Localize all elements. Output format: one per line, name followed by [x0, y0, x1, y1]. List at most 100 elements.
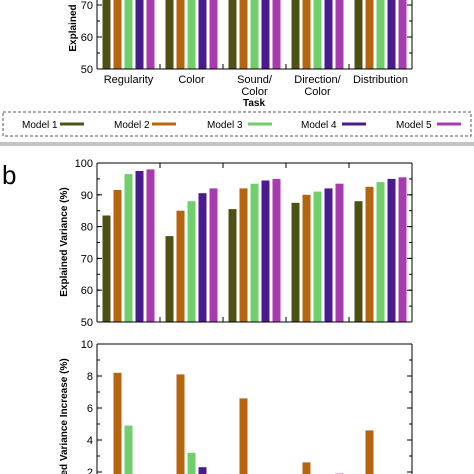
- bar-model-2-regularity: [113, 372, 122, 474]
- bar-model-2-sound-color: [239, 188, 248, 322]
- bar-model-3-distribution: [376, 0, 385, 69]
- panel-b-top-chart: 50 60 70 80 90 100 Explained Variance (%): [59, 158, 413, 329]
- bar-model-1-regularity: [102, 215, 111, 322]
- bar-model-2-regularity: [113, 0, 122, 69]
- panel-b-bottom-y-axis-title: ned Variance Increase (%): [59, 358, 70, 474]
- y-tick-label: 100: [75, 158, 93, 170]
- y-tick-label: 8: [87, 371, 93, 383]
- y-tick-label: 60: [81, 32, 93, 44]
- y-tick-label: 50: [81, 317, 93, 329]
- y-tick-label: 70: [81, 0, 93, 12]
- bar-model-4-regularity: [135, 0, 144, 69]
- bar-model-2-color: [176, 210, 185, 322]
- bar-model-4-regularity: [135, 171, 144, 322]
- bar-model-2-direction-color: [302, 0, 311, 69]
- y-tick-label: 80: [81, 222, 93, 234]
- bar-model-2-direction-color: [302, 194, 311, 322]
- bar-model-1-direction-color: [291, 202, 300, 323]
- y-tick-label: 10: [81, 339, 93, 351]
- x-tick-label-sound-color-line2: Color: [241, 86, 268, 98]
- bar-model-2-color: [176, 0, 185, 69]
- bar-model-4-color: [198, 193, 207, 322]
- bar-model-5-distribution: [398, 177, 407, 322]
- bar-model-1-distribution: [354, 0, 363, 69]
- bar-model-3-regularity: [124, 0, 133, 69]
- bar-model-1-distribution: [354, 201, 363, 322]
- legend-label-model-2: Model 2: [114, 120, 150, 131]
- bar-model-1-regularity: [102, 0, 111, 69]
- bar-model-1-sound-color: [228, 209, 237, 322]
- bar-model-5-sound-color: [272, 178, 281, 322]
- bar-model-3-color: [187, 201, 196, 322]
- y-tick-label: 90: [81, 190, 93, 202]
- panel-a-bars: [102, 0, 407, 69]
- legend-label-model-3: Model 3: [207, 120, 243, 131]
- bar-model-4-distribution: [387, 0, 396, 69]
- y-tick-label: 6: [87, 403, 93, 415]
- bar-model-4-distribution: [387, 178, 396, 322]
- bar-model-2-distribution: [365, 0, 374, 69]
- bar-model-5-color: [209, 188, 218, 322]
- bar-model-5-sound-color: [272, 0, 281, 69]
- panel-b-top-bars: [102, 169, 407, 323]
- panel-b-top-y-axis-title: Explained Variance (%): [59, 187, 70, 297]
- y-tick-label: 4: [87, 435, 93, 447]
- bar-model-3-distribution: [376, 182, 385, 322]
- bar-model-1-color: [165, 0, 174, 69]
- bar-model-2-direction-color: [302, 462, 311, 474]
- bar-model-4-color: [198, 0, 207, 69]
- bar-model-3-regularity: [124, 425, 133, 474]
- y-tick-label: 60: [81, 285, 93, 297]
- bar-model-3-color: [187, 452, 196, 474]
- bar-model-5-color: [209, 0, 218, 69]
- bar-model-2-distribution: [365, 186, 374, 322]
- y-tick-label: 70: [81, 253, 93, 265]
- bar-model-2-sound-color: [239, 398, 248, 474]
- x-tick-label-direction-color-line1: Direction/: [294, 74, 341, 86]
- bar-model-1-sound-color: [228, 0, 237, 69]
- panel-b-bottom-axes: 2 4 6 8 10: [81, 339, 413, 474]
- bar-model-4-sound-color: [261, 0, 270, 69]
- bar-model-1-color: [165, 236, 174, 322]
- x-tick-label-direction-color-line2: Color: [304, 86, 331, 98]
- bar-model-5-regularity: [146, 169, 155, 322]
- bar-model-3-direction-color: [313, 0, 322, 69]
- bar-model-2-distribution: [365, 430, 374, 474]
- x-tick-label-distribution: Distribution: [353, 74, 408, 86]
- bar-model-1-direction-color: [291, 0, 300, 69]
- legend-label-model-5: Model 5: [396, 120, 432, 131]
- bar-model-3-color: [187, 0, 196, 69]
- bar-model-4-direction-color: [324, 0, 333, 69]
- legend-label-model-1: Model 1: [22, 120, 58, 131]
- bar-model-2-regularity: [113, 190, 122, 322]
- bar-model-3-direction-color: [313, 191, 322, 322]
- x-tick-label-color: Color: [178, 74, 205, 86]
- bar-model-5-regularity: [146, 0, 155, 69]
- bar-model-4-color: [198, 467, 207, 474]
- x-tick-label-sound-color-line1: Sound/: [237, 74, 273, 86]
- y-tick-label: 50: [81, 64, 93, 76]
- panel-b-bottom-chart: 2 4 6 8 10 ned Variance Increase (%): [59, 339, 413, 474]
- bar-model-5-distribution: [398, 0, 407, 69]
- panel-a-x-axis-title: Task: [243, 98, 265, 109]
- bar-model-2-color: [176, 374, 185, 474]
- bar-model-4-direction-color: [324, 188, 333, 322]
- bar-model-2-sound-color: [239, 0, 248, 69]
- bar-model-3-regularity: [124, 174, 133, 322]
- y-tick-label: 2: [87, 467, 93, 474]
- bar-model-5-direction-color: [335, 0, 344, 69]
- bar-model-3-sound-color: [250, 0, 259, 69]
- panel-b-bottom-bars: [113, 372, 374, 474]
- panel-a-y-axis-title: Explained: [68, 4, 79, 51]
- bar-model-4-sound-color: [261, 180, 270, 322]
- legend-label-model-4: Model 4: [301, 120, 337, 131]
- x-tick-label-regularity: Regularity: [104, 74, 154, 86]
- legend: Model 1 Model 2 Model 3 Model 4 Model 5: [2, 111, 472, 137]
- bar-model-5-direction-color: [335, 183, 344, 322]
- bar-model-3-sound-color: [250, 183, 259, 322]
- panel-b-top-axes: 50 60 70 80 90 100: [75, 158, 413, 329]
- panel-b-letter: b: [2, 160, 16, 190]
